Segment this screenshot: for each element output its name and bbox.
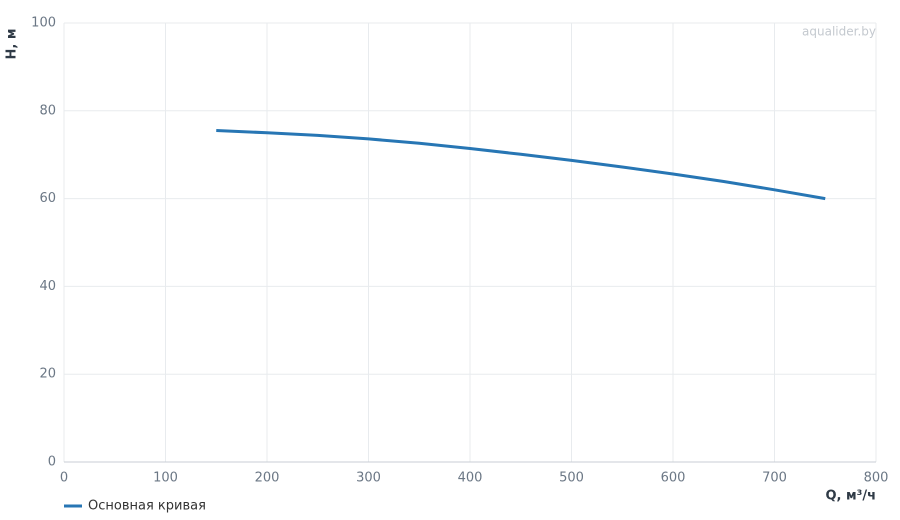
x-tick-label: 300 bbox=[356, 471, 381, 486]
legend-label: Основная кривая bbox=[88, 499, 206, 514]
watermark: aqualider.by bbox=[802, 25, 876, 39]
x-tick-label: 500 bbox=[559, 471, 584, 486]
line-series bbox=[216, 129, 826, 201]
x-axis-title: Q, м³/ч bbox=[825, 489, 876, 504]
x-tick-label: 600 bbox=[661, 471, 686, 486]
y-tick-label: 40 bbox=[39, 279, 56, 294]
x-tick-label: 200 bbox=[255, 471, 280, 486]
x-tick-label: 0 bbox=[60, 471, 68, 486]
x-tick-label: 800 bbox=[864, 471, 889, 486]
y-axis-title: H, м bbox=[5, 29, 20, 60]
y-tick-label: 60 bbox=[39, 191, 56, 206]
y-tick-label: 80 bbox=[39, 103, 56, 118]
x-tick-label: 700 bbox=[762, 471, 787, 486]
y-tick-label: 20 bbox=[39, 367, 56, 382]
y-tick-label: 0 bbox=[48, 455, 56, 470]
x-tick-label: 100 bbox=[153, 471, 178, 486]
y-tick-label: 100 bbox=[31, 16, 56, 31]
x-tick-label: 400 bbox=[458, 471, 483, 486]
